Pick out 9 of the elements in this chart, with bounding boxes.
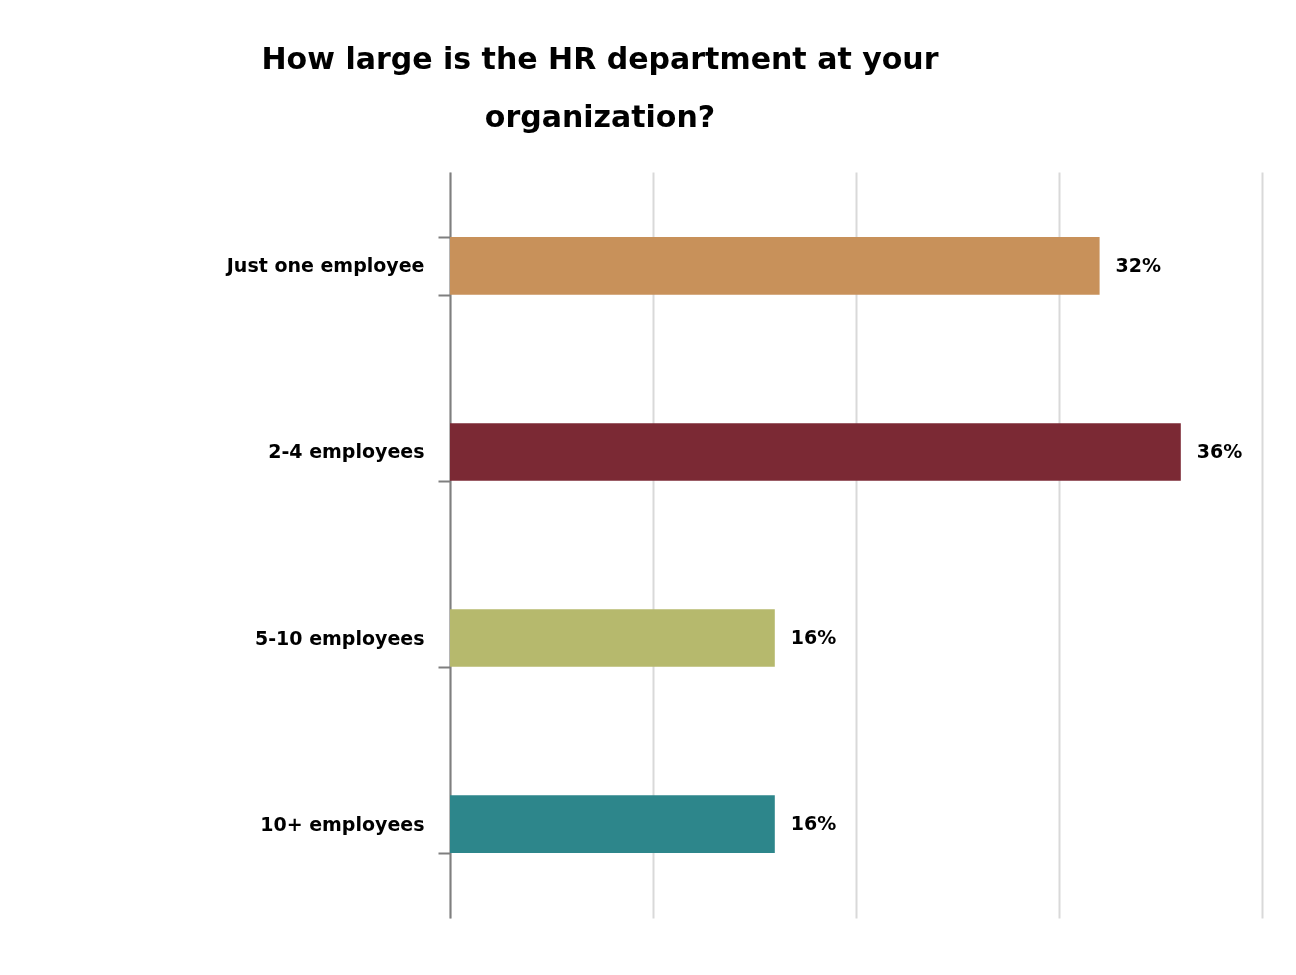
chart-title: How large is the HR department at your organization? [261,41,939,134]
y-tick-label: 10+ employees [260,812,425,835]
data-label: 32% [1115,253,1162,276]
data-label: 36% [1196,439,1243,462]
y-tick-label: Just one employee [224,254,425,277]
data-label: 16% [790,812,837,835]
y-tick-label: 2-4 employees [268,440,425,463]
data-label: 16% [790,626,837,649]
y-tick-label: 5-10 employees [255,626,425,649]
